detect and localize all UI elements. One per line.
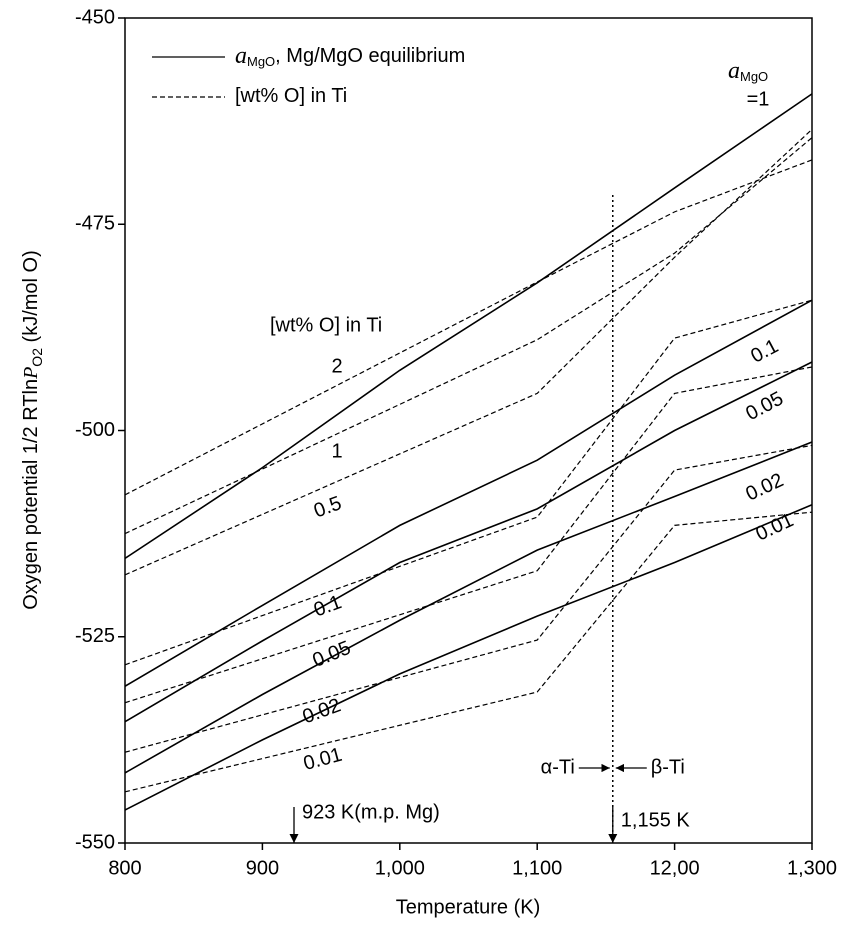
series-label: 0.02 — [300, 694, 344, 728]
phase-label: β-Ti — [651, 756, 685, 778]
phase-label: α-Ti — [541, 756, 575, 778]
y-tick-label: -450 — [75, 6, 115, 28]
y-title-part: Oxygen potential 1/2 RTln — [20, 379, 42, 610]
x-tick-label: 1,100 — [512, 857, 562, 879]
y-axis-title: Oxygen potential 1/2 RTlnPO2 (kJ/mol O) — [20, 250, 45, 610]
legend-symbol: a — [235, 43, 247, 69]
amgo-symbol: a — [728, 58, 740, 84]
marker-label: 923 K(m.p. Mg) — [302, 801, 440, 823]
series-label: 0.01 — [301, 744, 344, 775]
y-tick-label: -550 — [75, 831, 115, 853]
series-line — [124, 93, 813, 560]
x-tick-label: 900 — [246, 857, 279, 879]
series-line — [124, 159, 813, 496]
series-line — [124, 444, 813, 753]
series-line — [124, 366, 813, 704]
series-line — [124, 511, 813, 793]
series-line — [124, 299, 813, 666]
y-tick-label: -500 — [75, 419, 115, 441]
amgo-sub: MgO — [740, 69, 768, 84]
series-line — [124, 504, 813, 811]
series-label: 0.02 — [742, 469, 787, 505]
y-title-part: (kJ/mol O) — [20, 250, 42, 348]
x-axis-title: Temperature (K) — [396, 896, 541, 918]
series-label: =1 — [747, 88, 770, 110]
series-line — [124, 441, 813, 774]
series-line — [124, 361, 813, 723]
series-line — [124, 137, 813, 535]
series-label: 0.1 — [747, 335, 782, 367]
plot-frame — [124, 17, 813, 844]
series-line — [124, 299, 813, 687]
y-tick-label: -525 — [75, 625, 115, 647]
series-label: 0.5 — [311, 492, 345, 522]
legend-label: [wt% O] in Ti — [235, 85, 347, 107]
annotation: [wt% O] in Ti — [270, 314, 382, 336]
y-title-part: O2 — [29, 348, 45, 367]
legend-text: [wt% O] in Ti — [235, 85, 347, 107]
marker-label: 1,155 K — [621, 809, 691, 831]
legend-text: , Mg/MgO equilibrium — [275, 45, 465, 67]
series-label: 1 — [331, 440, 342, 462]
x-tick-label: 1,300 — [787, 857, 837, 879]
legend-label: aMgO, Mg/MgO equilibrium — [235, 43, 465, 70]
x-tick-label: 1,000 — [375, 857, 425, 879]
series-label: 2 — [331, 355, 342, 377]
y-tick-label: -475 — [75, 213, 115, 235]
series-line — [124, 128, 813, 576]
y-title-part: P — [20, 367, 42, 380]
x-tick-label: 800 — [108, 857, 141, 879]
x-tick-label: 12,00 — [650, 857, 700, 879]
amgo-label: aMgO — [728, 58, 768, 85]
legend-sub: MgO — [247, 54, 275, 69]
